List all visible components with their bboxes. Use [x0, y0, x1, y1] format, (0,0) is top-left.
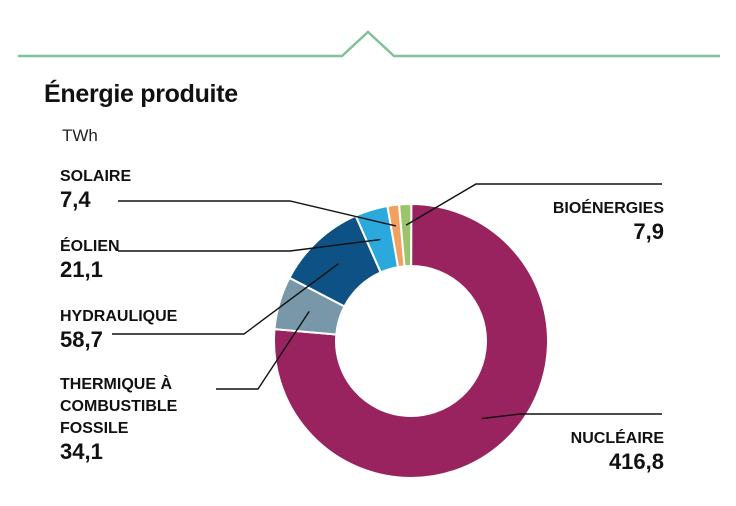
donut-slices: [273, 202, 549, 479]
label-nucleaire-value: 416,8: [608, 449, 664, 474]
label-thermique: THERMIQUE À COMBUSTIBLE FOSSILE 34,1: [60, 374, 177, 464]
leader-thermique: [216, 310, 310, 390]
label-thermique-name: THERMIQUE À COMBUSTIBLE FOSSILE: [60, 376, 178, 437]
label-solaire-name: SOLAIRE: [60, 168, 132, 185]
leader-hydraulique: [112, 263, 339, 335]
label-bioenergies: BIOÉNERGIES 7,9: [520, 198, 664, 244]
leader-solaire: [118, 200, 397, 227]
leader-lines: [112, 183, 662, 420]
label-eolien: ÉOLIEN 21,1: [60, 236, 120, 282]
label-thermique-value: 34,1: [60, 439, 103, 464]
unit-label: TWh: [62, 126, 98, 145]
label-hydraulique-name: HYDRAULIQUE: [60, 308, 178, 325]
leader-nucleaire: [481, 413, 662, 420]
donut-slice-5: [386, 203, 406, 269]
label-solaire-value: 7,4: [60, 187, 91, 212]
leader-bioenergies: [405, 183, 662, 226]
leader-eolien: [118, 238, 381, 252]
header-divider: [18, 30, 720, 58]
label-eolien-name: ÉOLIEN: [60, 238, 120, 255]
chart-title: Énergie produite: [44, 80, 238, 108]
label-nucleaire: NUCLÉAIRE 416,8: [520, 428, 664, 474]
label-bioenergies-value: 7,9: [633, 219, 664, 244]
label-nucleaire-name: NUCLÉAIRE: [570, 430, 664, 447]
label-solaire: SOLAIRE 7,4: [60, 166, 131, 212]
label-hydraulique-value: 58,7: [60, 327, 103, 352]
label-eolien-value: 21,1: [60, 257, 103, 282]
donut-slice-1: [273, 202, 549, 479]
label-hydraulique: HYDRAULIQUE 58,7: [60, 306, 177, 352]
label-bioenergies-name: BIOÉNERGIES: [552, 200, 664, 217]
